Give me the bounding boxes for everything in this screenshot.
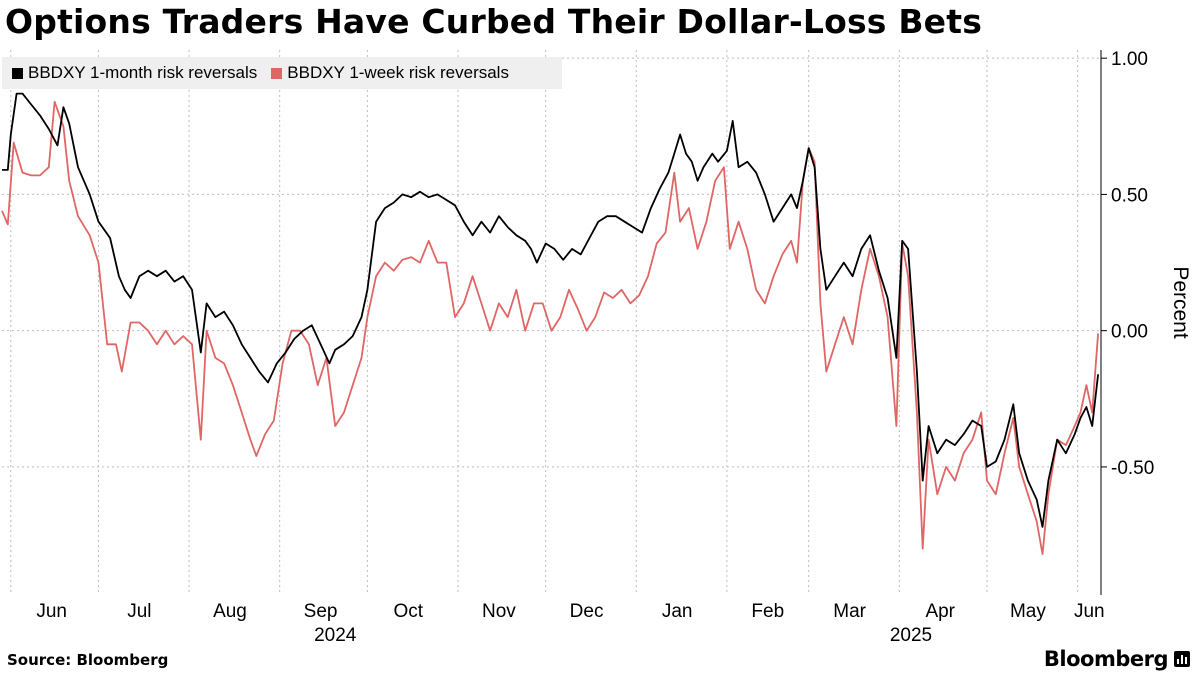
x-tick-label: May bbox=[1010, 601, 1046, 622]
x-tick-label: Nov bbox=[482, 601, 516, 622]
x-axis: Jun Jul Aug Sep Oct Nov Dec Jan Feb Mar Apr May Jun 2… bbox=[36, 601, 1104, 646]
x-year-label: 2025 bbox=[890, 625, 932, 646]
series-line-1-week bbox=[1, 100, 1099, 555]
y-tick-label: 1.00 bbox=[1111, 49, 1148, 70]
bloomberg-wordmark: Bloomberg bbox=[1043, 647, 1169, 671]
legend-label-1-week: BBDXY 1-week risk reversals bbox=[287, 63, 509, 82]
x-tick-label: Feb bbox=[751, 601, 784, 622]
legend-label-1-month: BBDXY 1-month risk reversals bbox=[28, 63, 258, 82]
x-tick-label: Dec bbox=[570, 601, 604, 622]
x-tick-label: Jun bbox=[36, 601, 67, 622]
chart-title: Options Traders Have Curbed Their Dollar… bbox=[5, 2, 983, 41]
x-tick-label: Jan bbox=[662, 601, 693, 622]
source-note: Source: Bloomberg bbox=[7, 651, 169, 669]
x-tick-label: Oct bbox=[393, 601, 423, 622]
x-tick-label: Jun bbox=[1074, 601, 1105, 622]
y-axis-title: Percent bbox=[1169, 266, 1192, 339]
bloomberg-logo: Bloomberg bbox=[1044, 647, 1190, 671]
bloomberg-bars-icon bbox=[1174, 651, 1190, 667]
legend: BBDXY 1-month risk reversals BBDXY 1-wee… bbox=[2, 57, 562, 89]
legend-swatch-1-week bbox=[271, 67, 283, 79]
y-tick-label: 0.50 bbox=[1111, 185, 1148, 206]
x-tick-label: Aug bbox=[213, 601, 247, 622]
series-layer bbox=[1, 92, 1099, 555]
legend-item-1-week: BBDXY 1-week risk reversals bbox=[271, 63, 509, 83]
y-axis: 1.00 0.50 0.00 -0.50 Percent bbox=[1100, 49, 1192, 595]
x-tick-label: Mar bbox=[833, 601, 866, 622]
x-tick-label: Apr bbox=[925, 601, 955, 622]
x-tick-label: Jul bbox=[127, 601, 151, 622]
grid bbox=[2, 50, 1101, 595]
x-year-label: 2024 bbox=[314, 625, 357, 646]
legend-item-1-month: BBDXY 1-month risk reversals bbox=[12, 63, 257, 83]
y-tick-label: 0.00 bbox=[1111, 322, 1148, 343]
y-tick-label: -0.50 bbox=[1111, 458, 1154, 479]
series-line-1-month bbox=[2, 92, 1099, 528]
legend-swatch-1-month bbox=[12, 67, 23, 79]
x-tick-label: Sep bbox=[304, 601, 338, 622]
